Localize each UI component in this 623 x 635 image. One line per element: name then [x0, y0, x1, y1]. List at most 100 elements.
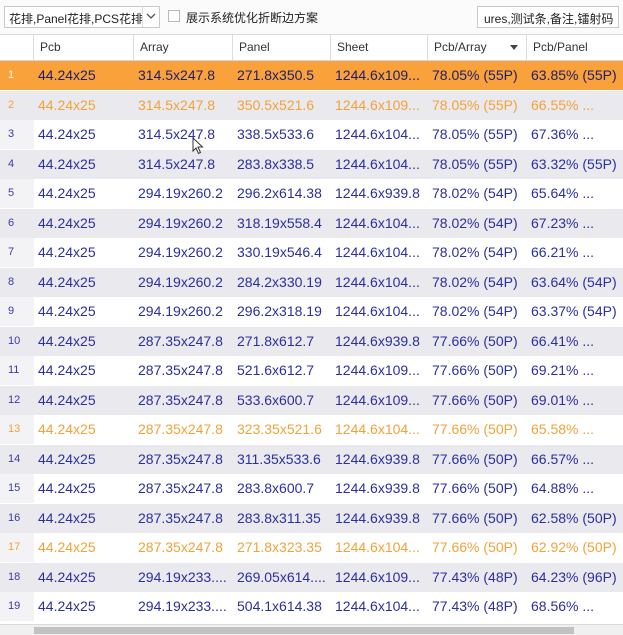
cell-pcb[interactable]: 44.24x25: [38, 480, 96, 496]
column-header-array[interactable]: Array: [134, 35, 233, 60]
cell-array[interactable]: 287.35x247.8: [138, 539, 223, 555]
cell-array[interactable]: 287.35x247.8: [138, 450, 223, 467]
cell-sheet[interactable]: 1244.6x104...: [335, 126, 420, 142]
cell-sheet[interactable]: 1244.6x104...: [335, 214, 420, 231]
show-optimized-label[interactable]: 展示系统优化折断边方案: [186, 11, 319, 25]
cell-sheet[interactable]: 1244.6x104...: [335, 303, 420, 319]
cell-panel[interactable]: 284.2x330.19: [237, 273, 322, 290]
cell-pcb[interactable]: 44.24x25: [38, 568, 96, 585]
cell-pcb-array[interactable]: 77.66% (50P): [432, 332, 518, 349]
cell-pcb-array[interactable]: 78.02% (54P): [432, 303, 518, 319]
table-row[interactable]: 12 44.24x25 287.35x247.8 533.6x600.7 1244.6x…: [0, 385, 623, 415]
cell-sheet[interactable]: 1244.6x104...: [335, 244, 420, 260]
cell-pcb-panel[interactable]: 63.64% (54P): [531, 273, 617, 290]
cell-sheet[interactable]: 1244.6x104...: [335, 598, 420, 614]
table-row[interactable]: 13 44.24x25 287.35x247.8 323.35x521.6 1244.6…: [0, 415, 623, 444]
cell-sheet[interactable]: 1244.6x109...: [335, 96, 420, 113]
cell-sheet[interactable]: 1244.6x109...: [335, 67, 420, 83]
cell-pcb-array[interactable]: 78.05% (55P): [432, 155, 518, 172]
cell-array[interactable]: 314.5x247.8: [138, 126, 216, 142]
cell-array[interactable]: 294.19x233....: [138, 598, 227, 614]
scheme-filter-combo[interactable]: 花排,Panel花排,PCS花排: [4, 6, 160, 28]
cell-pcb-panel[interactable]: 69.21% ...: [531, 362, 595, 378]
row-number[interactable]: 5: [0, 179, 34, 208]
cell-pcb-array[interactable]: 77.66% (50P): [432, 480, 518, 496]
cell-panel[interactable]: 318.19x558.4: [237, 214, 322, 231]
cell-pcb[interactable]: 44.24x25: [38, 509, 96, 526]
cell-pcb-array[interactable]: 77.66% (50P): [432, 421, 518, 437]
cell-array[interactable]: 294.19x260.2: [138, 185, 223, 201]
row-number[interactable]: 9: [0, 297, 34, 326]
cell-panel[interactable]: 311.35x533.6: [237, 450, 321, 467]
column-header-pcb-panel[interactable]: Pcb/Panel: [533, 40, 588, 54]
row-number[interactable]: 8: [0, 267, 34, 297]
cell-pcb-panel[interactable]: 63.37% (54P): [531, 303, 617, 319]
cell-sheet[interactable]: 1244.6x939.8: [335, 450, 420, 467]
cell-pcb-panel[interactable]: 66.55% ...: [531, 96, 595, 113]
cell-pcb[interactable]: 44.24x25: [38, 391, 96, 408]
cell-pcb[interactable]: 44.24x25: [38, 214, 96, 231]
table-row[interactable]: 8 44.24x25 294.19x260.2 284.2x330.19 1244.6x…: [0, 267, 623, 297]
column-header-pcb-array[interactable]: Pcb/Array: [428, 35, 527, 60]
cell-sheet[interactable]: 1244.6x109...: [335, 362, 420, 378]
cell-pcb-panel[interactable]: 69.01% ...: [531, 391, 595, 408]
cell-array[interactable]: 294.19x233....: [138, 568, 227, 585]
cell-array[interactable]: 287.35x247.8: [138, 332, 223, 349]
cell-pcb-panel[interactable]: 65.64% ...: [531, 185, 595, 201]
cell-pcb[interactable]: 44.24x25: [38, 362, 96, 378]
cell-sheet[interactable]: 1244.6x939.8: [335, 509, 420, 526]
cell-panel[interactable]: 296.2x614.38: [237, 185, 322, 201]
column-header-sheet[interactable]: Sheet: [331, 35, 428, 60]
show-optimized-checkbox[interactable]: [168, 10, 180, 22]
row-number-header[interactable]: [0, 35, 34, 60]
cell-pcb-array[interactable]: 78.02% (54P): [432, 244, 518, 260]
cell-pcb[interactable]: 44.24x25: [38, 185, 96, 201]
cell-pcb-panel[interactable]: 67.23% ...: [531, 214, 595, 231]
cell-sheet[interactable]: 1244.6x104...: [335, 155, 420, 172]
cell-pcb-array[interactable]: 78.02% (54P): [432, 185, 518, 201]
cell-panel[interactable]: 521.6x612.7: [237, 362, 315, 378]
cell-panel[interactable]: 504.1x614.38: [237, 598, 322, 614]
row-number[interactable]: 18: [0, 562, 34, 592]
cell-pcb[interactable]: 44.24x25: [38, 96, 96, 113]
row-number[interactable]: 19: [0, 592, 34, 621]
cell-pcb-array[interactable]: 77.43% (48P): [432, 568, 518, 585]
table-row[interactable]: 6 44.24x25 294.19x260.2 318.19x558.4 1244.6x…: [0, 208, 623, 238]
cell-panel[interactable]: 350.5x521.6: [237, 96, 315, 113]
cell-sheet[interactable]: 1244.6x109...: [335, 391, 420, 408]
row-number[interactable]: 2: [0, 90, 34, 120]
cell-array[interactable]: 287.35x247.8: [138, 480, 223, 496]
cell-panel[interactable]: 283.8x338.5: [237, 155, 315, 172]
table-row[interactable]: 9 44.24x25 294.19x260.2 296.2x318.19 1244.6x…: [0, 297, 623, 326]
cell-array[interactable]: 287.35x247.8: [138, 391, 223, 408]
row-number[interactable]: 7: [0, 238, 34, 267]
table-row[interactable]: 14 44.24x25 287.35x247.8 311.35x533.6 1244.6…: [0, 444, 623, 474]
table-row[interactable]: 4 44.24x25 314.5x247.8 283.8x338.5 1244.6x10…: [0, 149, 623, 179]
combo-dropdown-button[interactable]: [142, 7, 159, 27]
cell-array[interactable]: 314.5x247.8: [138, 155, 216, 172]
row-number[interactable]: 11: [0, 356, 34, 385]
cell-panel[interactable]: 283.8x600.7: [237, 480, 315, 496]
table-row[interactable]: 5 44.24x25 294.19x260.2 296.2x614.38 1244.6x…: [0, 179, 623, 208]
table-row[interactable]: 11 44.24x25 287.35x247.8 521.6x612.7 1244.6x…: [0, 356, 623, 385]
table-row[interactable]: 2 44.24x25 314.5x247.8 350.5x521.6 1244.6x10…: [0, 90, 623, 120]
cell-panel[interactable]: 283.8x311.35: [237, 509, 321, 526]
cell-pcb-panel[interactable]: 66.57% ...: [531, 450, 595, 467]
cell-panel[interactable]: 269.05x614....: [237, 568, 326, 585]
cell-pcb-panel[interactable]: 62.92% (50P): [531, 539, 617, 555]
horizontal-scrollbar[interactable]: [0, 624, 623, 635]
cell-pcb[interactable]: 44.24x25: [38, 539, 96, 555]
row-number[interactable]: 16: [0, 503, 34, 533]
cell-pcb-panel[interactable]: 64.88% ...: [531, 480, 595, 496]
cell-pcb[interactable]: 44.24x25: [38, 126, 96, 142]
cell-pcb[interactable]: 44.24x25: [38, 421, 96, 437]
cell-pcb-array[interactable]: 77.43% (48P): [432, 598, 518, 614]
cell-pcb[interactable]: 44.24x25: [38, 67, 96, 83]
cell-pcb-array[interactable]: 77.66% (50P): [432, 509, 518, 526]
cell-pcb[interactable]: 44.24x25: [38, 450, 96, 467]
cell-pcb-array[interactable]: 78.02% (54P): [432, 273, 518, 290]
cell-array[interactable]: 287.35x247.8: [138, 362, 223, 378]
cell-pcb-array[interactable]: 77.66% (50P): [432, 362, 518, 378]
cell-array[interactable]: 287.35x247.8: [138, 421, 223, 437]
row-number[interactable]: 6: [0, 208, 34, 238]
